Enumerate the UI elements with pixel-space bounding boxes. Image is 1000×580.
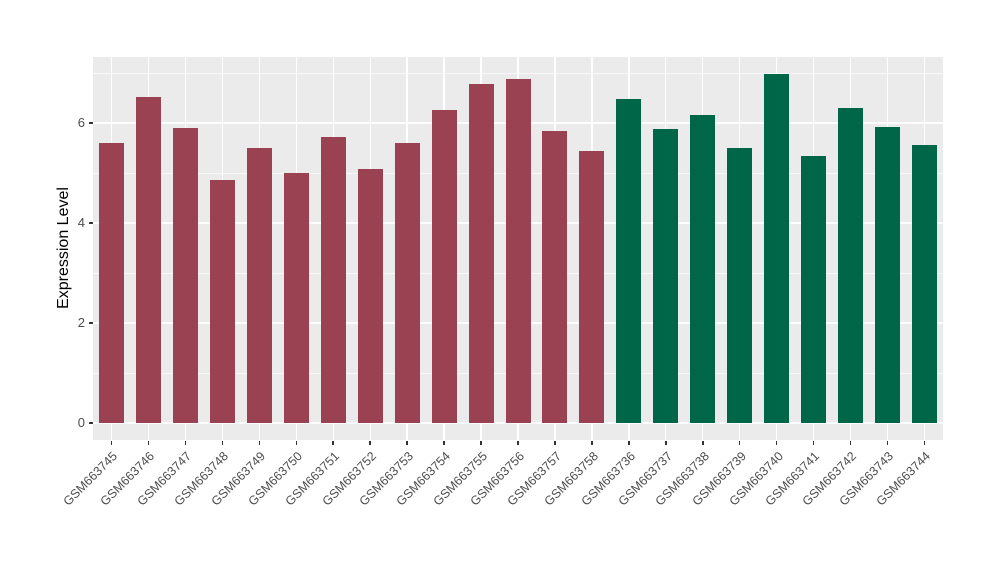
bar bbox=[283, 173, 309, 423]
y-tick-label: 0 bbox=[77, 415, 85, 431]
x-tick-mark bbox=[665, 441, 667, 445]
y-tick-mark bbox=[88, 322, 93, 324]
bar bbox=[246, 148, 272, 423]
bar bbox=[320, 137, 346, 423]
plot-panel bbox=[93, 57, 943, 440]
x-tick-mark bbox=[147, 441, 150, 445]
bar bbox=[394, 143, 420, 423]
bar bbox=[431, 110, 457, 423]
bar bbox=[172, 128, 198, 423]
x-tick-mark bbox=[480, 441, 482, 445]
x-tick-mark bbox=[406, 441, 408, 445]
x-tick-mark bbox=[369, 441, 371, 445]
bar bbox=[468, 84, 494, 423]
bar bbox=[690, 115, 716, 423]
bar bbox=[505, 79, 531, 423]
y-tick-mark bbox=[88, 122, 93, 124]
bar bbox=[838, 108, 864, 423]
y-axis-title: Expression Level bbox=[55, 187, 72, 309]
bar bbox=[579, 151, 605, 423]
x-tick-mark bbox=[738, 441, 741, 445]
x-tick-mark bbox=[258, 441, 261, 445]
y-tick-mark bbox=[88, 422, 93, 424]
x-tick-mark bbox=[702, 441, 704, 445]
bar bbox=[357, 169, 383, 423]
bar bbox=[542, 130, 568, 423]
bar bbox=[616, 99, 642, 423]
x-tick-mark bbox=[554, 441, 556, 445]
x-tick-mark bbox=[923, 441, 926, 445]
x-tick-mark bbox=[886, 441, 889, 445]
x-tick-mark bbox=[775, 441, 778, 445]
x-tick-mark bbox=[591, 441, 593, 445]
x-tick-mark bbox=[184, 441, 187, 445]
bar bbox=[135, 97, 161, 423]
y-tick-label: 6 bbox=[77, 115, 85, 131]
x-tick-mark bbox=[443, 441, 445, 445]
bar bbox=[98, 143, 124, 423]
bar bbox=[764, 74, 790, 423]
y-tick-label: 2 bbox=[77, 315, 85, 331]
x-tick-mark bbox=[628, 441, 630, 445]
bar bbox=[801, 155, 827, 423]
bar bbox=[209, 180, 235, 423]
x-tick-mark bbox=[295, 441, 297, 445]
y-tick-label: 4 bbox=[77, 215, 85, 231]
x-tick-mark bbox=[110, 441, 113, 445]
x-tick-mark bbox=[332, 441, 334, 445]
y-tick-mark bbox=[88, 222, 93, 224]
x-tick-mark bbox=[812, 441, 815, 445]
bar bbox=[875, 127, 901, 423]
bar bbox=[912, 145, 938, 423]
x-tick-mark bbox=[517, 441, 519, 445]
bar bbox=[727, 147, 753, 423]
x-tick-mark bbox=[849, 441, 852, 445]
bar bbox=[653, 129, 679, 423]
x-tick-mark bbox=[221, 441, 224, 445]
